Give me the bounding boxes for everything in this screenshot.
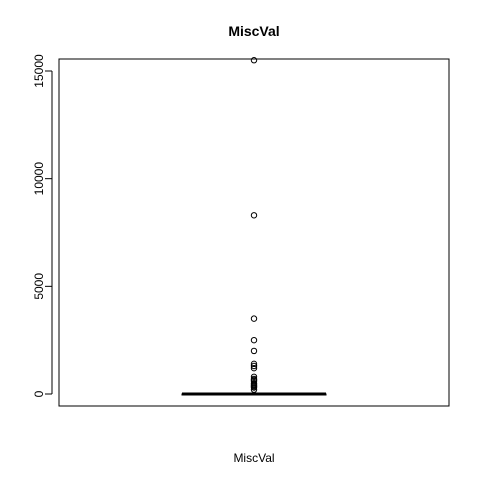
x-axis-label: MiscVal [233,451,274,465]
outlier-points [250,57,258,393]
outlier-point [250,384,258,391]
y-axis-ticks: 0 5000 10000 15000 [32,54,52,397]
outlier-point [250,360,258,368]
box-group [181,392,327,396]
outlier-point [250,373,258,380]
y-axis-tick-label: 5000 [32,273,46,300]
outlier-point [250,336,258,344]
outlier-point [250,362,258,370]
outlier-point [250,57,258,64]
y-axis-tick-label: 0 [32,390,46,397]
y-axis-tick-label: 15000 [32,54,46,88]
outlier-point [250,212,258,219]
outlier-point [250,315,258,322]
plot-area-frame [58,58,450,407]
outlier-point [250,364,258,372]
y-axis-tick-label: 10000 [32,162,46,196]
outlier-point [250,386,258,393]
chart-title: MiscVal [228,23,279,39]
outlier-point [250,347,258,355]
